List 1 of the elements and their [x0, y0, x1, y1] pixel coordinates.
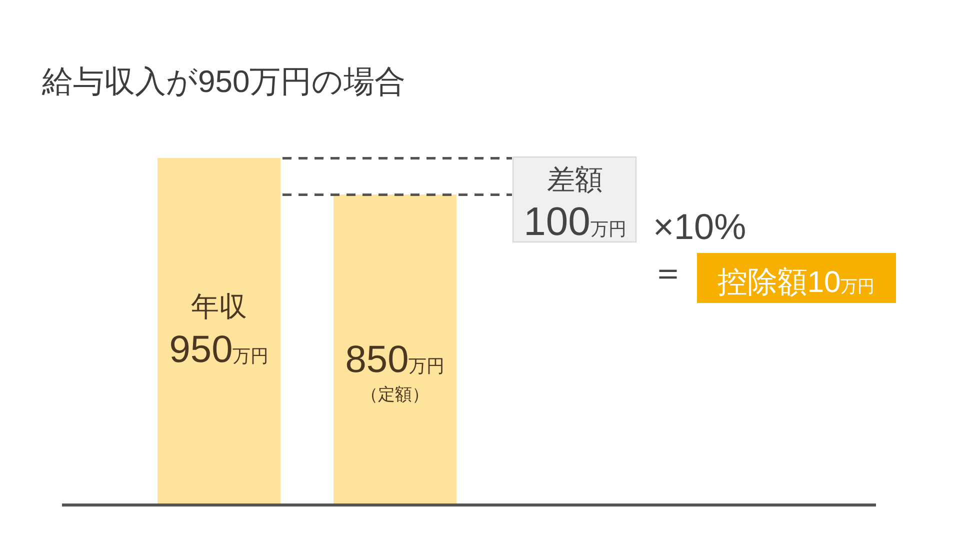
title: 給与収入が950万円の場合 [42, 64, 406, 99]
